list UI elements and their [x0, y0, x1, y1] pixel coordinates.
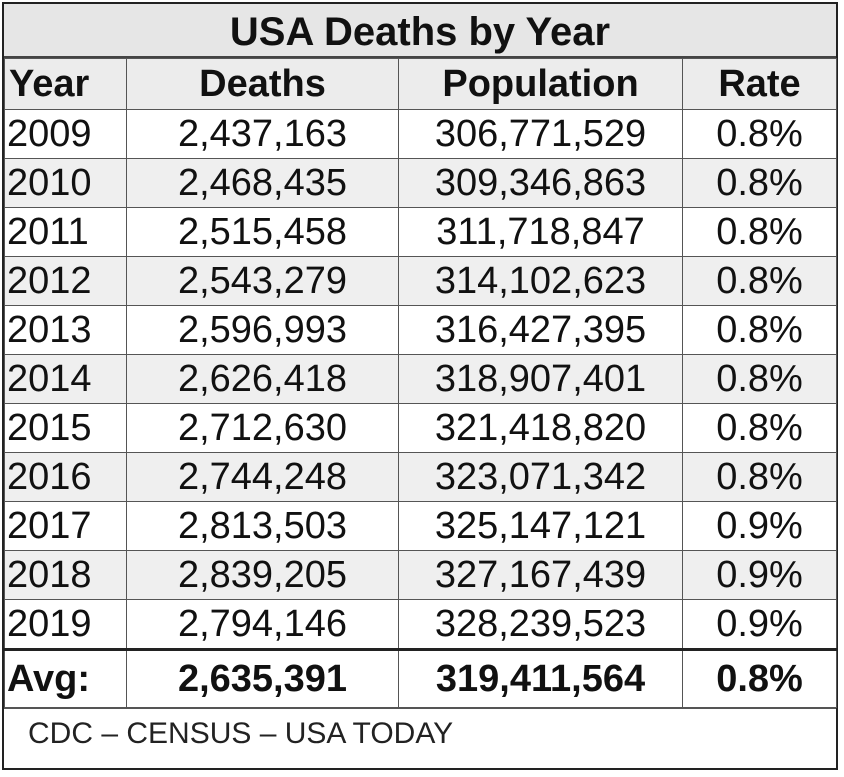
- cell-deaths: 2,813,503: [126, 501, 399, 551]
- cell-rate: 0.8%: [682, 158, 837, 208]
- cell-year: 2014: [4, 354, 127, 404]
- cell-year: 2016: [4, 452, 127, 502]
- cell-population: 328,239,523: [398, 599, 683, 650]
- cell-year: 2011: [4, 207, 127, 257]
- cell-population: 316,427,395: [398, 305, 683, 355]
- table-row: 2014 2,626,418 318,907,401 0.8%: [4, 354, 837, 404]
- table-row: 2017 2,813,503 325,147,121 0.9%: [4, 501, 837, 551]
- cell-deaths: 2,712,630: [126, 403, 399, 453]
- cell-population: 325,147,121: [398, 501, 683, 551]
- cell-deaths: 2,543,279: [126, 256, 399, 306]
- cell-rate: 0.8%: [682, 109, 837, 159]
- cell-year: 2010: [4, 158, 127, 208]
- cell-rate: 0.9%: [682, 550, 837, 600]
- average-row: Avg: 2,635,391 319,411,564 0.8%: [4, 648, 837, 708]
- table-row: 2019 2,794,146 328,239,523 0.9%: [4, 599, 837, 650]
- cell-population: 323,071,342: [398, 452, 683, 502]
- cell-year: 2017: [4, 501, 127, 551]
- source-caption: CDC – CENSUS – USA TODAY: [4, 708, 836, 759]
- header-year: Year: [4, 58, 127, 110]
- average-rate: 0.8%: [682, 648, 837, 708]
- cell-rate: 0.9%: [682, 599, 837, 650]
- header-row: Year Deaths Population Rate: [4, 58, 837, 110]
- table-title: USA Deaths by Year: [4, 4, 836, 58]
- cell-population: 318,907,401: [398, 354, 683, 404]
- cell-year: 2013: [4, 305, 127, 355]
- cell-rate: 0.8%: [682, 403, 837, 453]
- table-row: 2016 2,744,248 323,071,342 0.8%: [4, 452, 837, 502]
- header-deaths: Deaths: [126, 58, 399, 110]
- deaths-table-card: USA Deaths by Year Year Deaths Populatio…: [2, 2, 838, 770]
- cell-population: 327,167,439: [398, 550, 683, 600]
- cell-rate: 0.8%: [682, 354, 837, 404]
- average-deaths: 2,635,391: [126, 648, 399, 708]
- table-row: 2013 2,596,993 316,427,395 0.8%: [4, 305, 837, 355]
- header-rate: Rate: [682, 58, 837, 110]
- cell-rate: 0.8%: [682, 256, 837, 306]
- cell-deaths: 2,515,458: [126, 207, 399, 257]
- cell-rate: 0.9%: [682, 501, 837, 551]
- cell-population: 309,346,863: [398, 158, 683, 208]
- cell-rate: 0.8%: [682, 305, 837, 355]
- deaths-table: Year Deaths Population Rate 2009 2,437,1…: [4, 58, 837, 708]
- cell-deaths: 2,839,205: [126, 550, 399, 600]
- average-population: 319,411,564: [398, 648, 683, 708]
- table-row: 2018 2,839,205 327,167,439 0.9%: [4, 550, 837, 600]
- cell-population: 306,771,529: [398, 109, 683, 159]
- cell-year: 2012: [4, 256, 127, 306]
- average-label: Avg:: [4, 648, 127, 708]
- cell-deaths: 2,437,163: [126, 109, 399, 159]
- cell-population: 311,718,847: [398, 207, 683, 257]
- cell-population: 314,102,623: [398, 256, 683, 306]
- cell-population: 321,418,820: [398, 403, 683, 453]
- cell-rate: 0.8%: [682, 452, 837, 502]
- cell-year: 2009: [4, 109, 127, 159]
- cell-rate: 0.8%: [682, 207, 837, 257]
- cell-year: 2019: [4, 599, 127, 650]
- cell-deaths: 2,744,248: [126, 452, 399, 502]
- cell-year: 2015: [4, 403, 127, 453]
- cell-year: 2018: [4, 550, 127, 600]
- cell-deaths: 2,596,993: [126, 305, 399, 355]
- table-row: 2012 2,543,279 314,102,623 0.8%: [4, 256, 837, 306]
- table-row: 2011 2,515,458 311,718,847 0.8%: [4, 207, 837, 257]
- table-row: 2010 2,468,435 309,346,863 0.8%: [4, 158, 837, 208]
- cell-deaths: 2,468,435: [126, 158, 399, 208]
- cell-deaths: 2,626,418: [126, 354, 399, 404]
- cell-deaths: 2,794,146: [126, 599, 399, 650]
- header-population: Population: [398, 58, 683, 110]
- table-row: 2015 2,712,630 321,418,820 0.8%: [4, 403, 837, 453]
- table-row: 2009 2,437,163 306,771,529 0.8%: [4, 109, 837, 159]
